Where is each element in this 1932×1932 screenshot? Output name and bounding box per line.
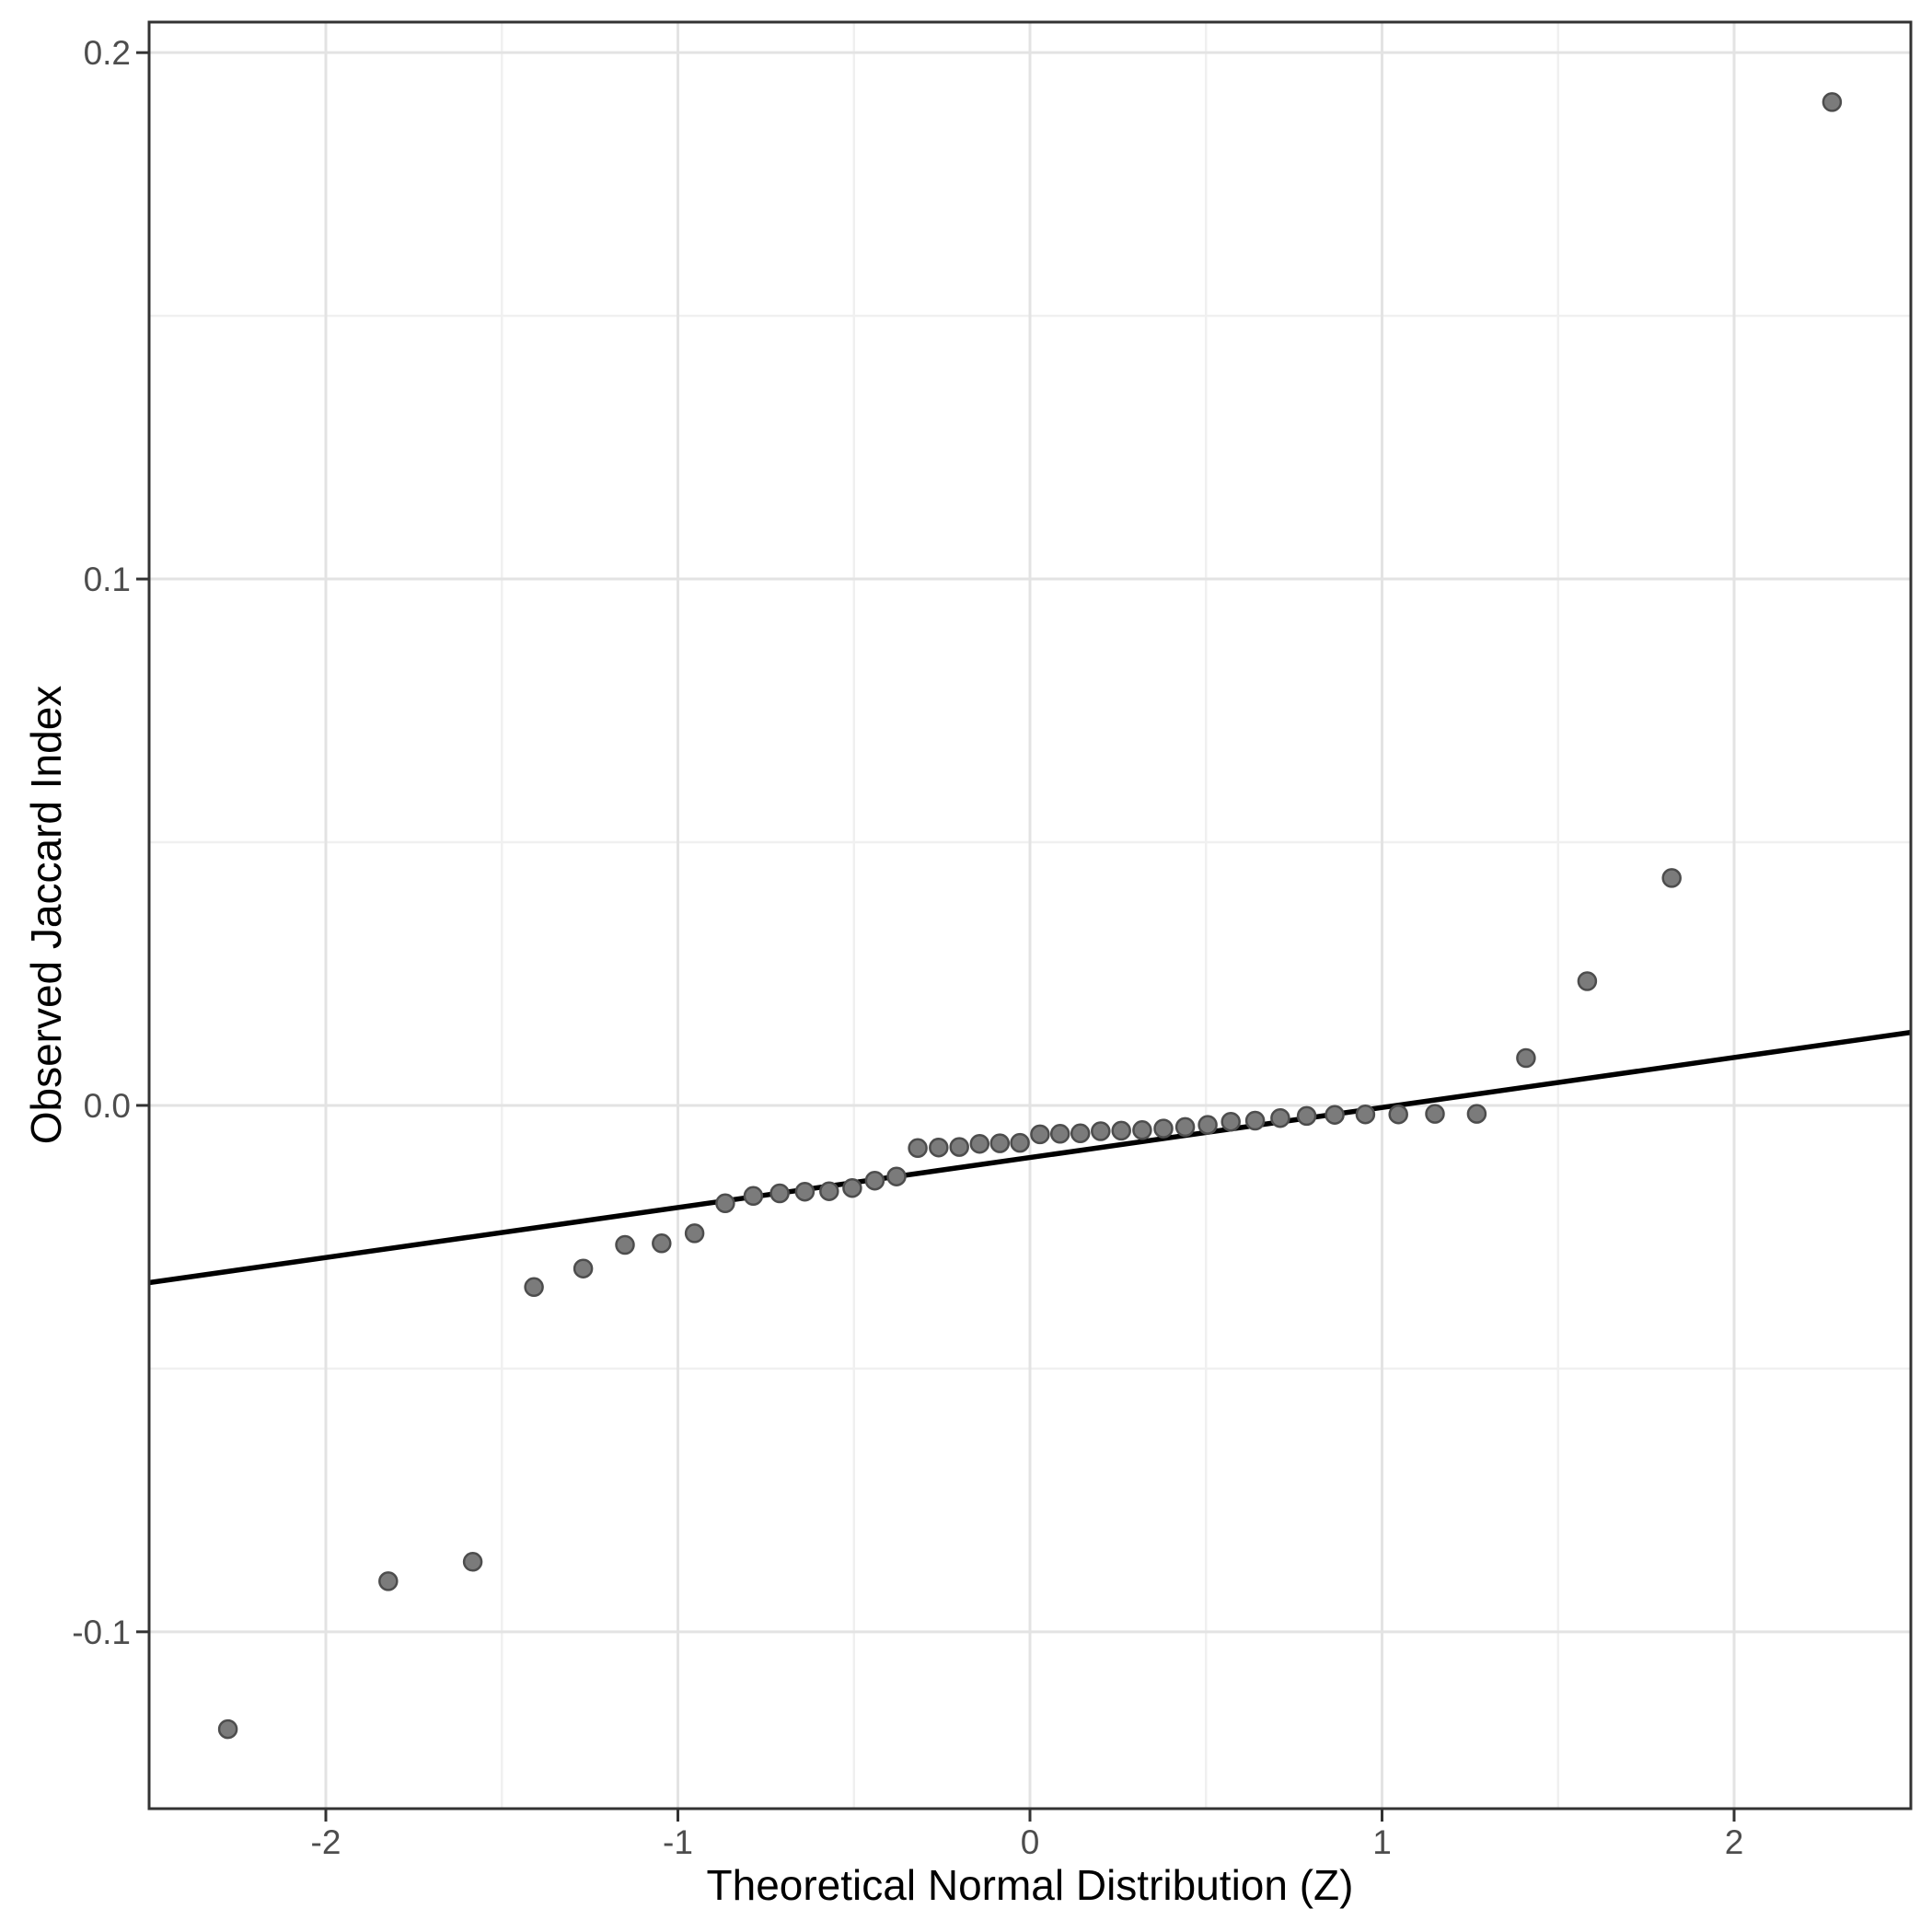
data-point (1296, 1105, 1317, 1127)
data-point (864, 1170, 885, 1191)
data-point (1111, 1120, 1131, 1141)
data-point (929, 1137, 949, 1158)
x-tick-label: 0 (1021, 1823, 1040, 1861)
data-point (217, 1718, 238, 1740)
data-point (524, 1277, 544, 1298)
data-point (462, 1552, 483, 1572)
data-point (1070, 1123, 1091, 1144)
data-point (969, 1133, 990, 1154)
data-point (794, 1181, 816, 1202)
x-axis-title: Theoretical Normal Distribution (Z) (707, 1861, 1354, 1909)
data-point (1049, 1124, 1070, 1144)
y-tick-label: 0.2 (84, 34, 131, 72)
data-point (1244, 1110, 1266, 1131)
data-point (1174, 1116, 1196, 1138)
y-tick-label: 0.1 (84, 561, 131, 598)
data-point (886, 1166, 907, 1186)
data-point (949, 1137, 969, 1157)
major-gridlines (149, 22, 1911, 1809)
data-point (819, 1181, 839, 1201)
data-point (1030, 1124, 1050, 1145)
data-point (1197, 1115, 1218, 1135)
data-point (1153, 1118, 1174, 1139)
y-tick-label: 0.0 (84, 1087, 131, 1125)
data-point (573, 1258, 594, 1278)
data-point (743, 1186, 764, 1207)
data-point (1425, 1104, 1445, 1124)
data-point (615, 1234, 635, 1255)
data-point (1516, 1047, 1536, 1069)
data-point (989, 1133, 1011, 1153)
data-point (1010, 1132, 1030, 1153)
x-tick-label: 2 (1725, 1823, 1744, 1861)
data-point (1132, 1120, 1152, 1140)
data-point (684, 1223, 705, 1244)
x-axis-ticks (324, 1809, 1736, 1822)
y-tick-label: -0.1 (72, 1614, 131, 1651)
data-point (1388, 1104, 1408, 1125)
data-point (769, 1183, 790, 1204)
y-axis-title: Observed Jaccard Index (22, 686, 70, 1145)
scatter-points (217, 92, 1843, 1740)
data-point (715, 1193, 735, 1214)
y-axis-tick-labels: 0.2 0.1 0.0 -0.1 (72, 34, 131, 1651)
data-point (1577, 971, 1598, 991)
data-point (1466, 1104, 1487, 1124)
data-point (378, 1571, 399, 1591)
x-tick-label: -2 (311, 1823, 341, 1861)
data-point (652, 1233, 672, 1254)
qq-reference-line (148, 1029, 1912, 1286)
data-point (842, 1177, 862, 1198)
x-tick-label: -1 (663, 1823, 693, 1861)
x-axis-tick-labels: -2 -1 0 1 2 (311, 1823, 1744, 1861)
data-point (1355, 1104, 1376, 1125)
y-axis-ticks (136, 51, 149, 1634)
data-point (1221, 1111, 1241, 1132)
data-point (1822, 92, 1843, 112)
data-point (1325, 1105, 1345, 1125)
data-point (1091, 1121, 1111, 1141)
data-point (1270, 1107, 1290, 1128)
data-point (1661, 868, 1682, 888)
data-point (908, 1138, 928, 1159)
x-tick-label: 1 (1372, 1823, 1392, 1861)
